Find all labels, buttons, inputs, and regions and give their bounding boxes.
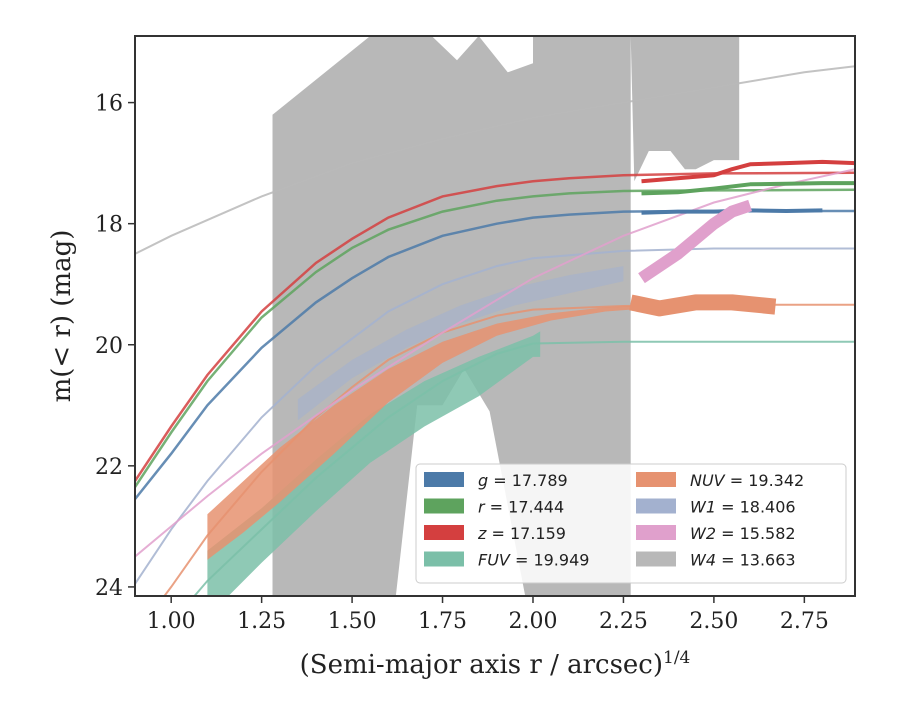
x-tick-label: 2.00 xyxy=(508,609,557,634)
y-axis: 16 18 20 22 24 xyxy=(95,92,135,601)
legend-label-fuv: FUV = 19.949 xyxy=(478,551,589,570)
x-axis-label: (Semi-major axis r / arcsec)1/4 xyxy=(300,648,691,680)
z-data-curve xyxy=(641,159,855,184)
legend-swatch-g xyxy=(424,472,464,487)
x-tick-label: 1.00 xyxy=(147,609,196,634)
legend-swatch-w2 xyxy=(636,525,676,540)
nuv-band xyxy=(207,306,631,560)
legend-swatch-w1 xyxy=(636,498,676,514)
y-tick-label: 16 xyxy=(95,92,123,117)
legend-box xyxy=(415,463,847,584)
legend-swatch-nuv xyxy=(636,472,676,487)
r-data-curve xyxy=(641,181,855,196)
plot-frame xyxy=(134,35,856,597)
plot-area xyxy=(135,36,855,596)
x-tick-label: 2.50 xyxy=(689,609,738,634)
legend-swatch-fuv xyxy=(424,551,464,567)
nuv-model-curve xyxy=(163,303,855,596)
legend-label-z: z = 17.159 xyxy=(477,524,566,543)
legend-label-nuv: NUV = 19.342 xyxy=(690,471,804,490)
z-model-curve xyxy=(135,171,855,482)
legend-swatch-w4 xyxy=(636,551,676,567)
y-axis-label: m(< r) (mag) xyxy=(47,230,77,403)
w1-model-curve xyxy=(135,247,855,585)
x-tick-label: 1.50 xyxy=(328,609,377,634)
legend-label-g: g = 17.789 xyxy=(478,471,568,490)
x-tick-label: 1.75 xyxy=(418,609,467,634)
fuv-band xyxy=(207,331,541,596)
r-model-curve xyxy=(135,188,855,488)
x-axis: 1.00 1.25 1.50 1.75 2.00 2.25 2.50 2.75 xyxy=(147,596,829,634)
legend-swatch-z xyxy=(424,525,464,540)
w1-band xyxy=(297,266,624,421)
w4-model-curve xyxy=(135,65,855,255)
fuv-model-curve xyxy=(193,340,855,596)
y-tick-label: 22 xyxy=(95,455,123,480)
y-tick-label: 24 xyxy=(95,576,123,601)
w2-data-curve xyxy=(638,199,753,284)
y-tick-label: 20 xyxy=(95,334,123,359)
legend-label-w4: W4 = 13.663 xyxy=(690,551,796,570)
x-tick-label: 1.25 xyxy=(237,609,286,634)
legend: g = 17.789 r = 17.444 z = 17.159 FUV = 19.9… xyxy=(415,463,847,584)
y-tick-label: 18 xyxy=(95,213,123,238)
g-model-curve xyxy=(135,209,855,500)
w2-model-curve xyxy=(135,168,855,558)
x-tick-label: 2.75 xyxy=(780,609,829,634)
nuv-data-curve xyxy=(629,294,777,317)
legend-label-w2: W2 = 15.582 xyxy=(690,524,796,543)
x-tick-label: 2.25 xyxy=(599,609,648,634)
legend-label-w1: W1 = 18.406 xyxy=(690,498,796,517)
legend-swatch-r xyxy=(424,498,464,514)
legend-label-r: r = 17.444 xyxy=(478,498,564,517)
